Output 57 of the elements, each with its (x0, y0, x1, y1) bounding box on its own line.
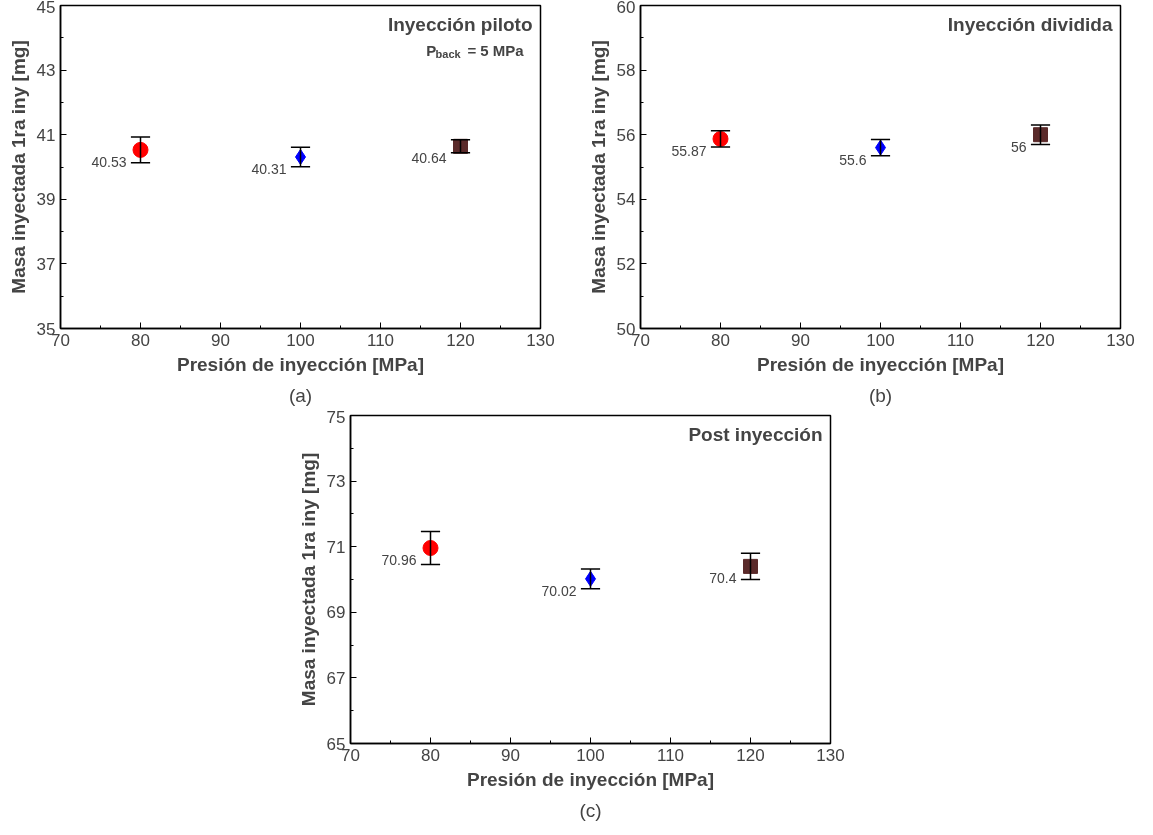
y-axis-title: Masa inyectada 1ra iny [mg] (587, 40, 609, 294)
x-tick-label: 90 (791, 330, 810, 350)
y-tick-label: 60 (616, 0, 636, 17)
y-tick-label: 56 (616, 125, 636, 145)
point (743, 558, 758, 574)
x-tick-label: 130 (1106, 330, 1135, 350)
y-tick-label: 54 (616, 190, 636, 210)
x-tick-label: 100 (866, 330, 895, 350)
text: (a) (288, 384, 313, 406)
x-tick-label: 80 (131, 330, 150, 350)
y-tick-label: 75 (326, 407, 346, 427)
x-tick-label: 100 (576, 745, 605, 765)
x-axis-title: Presión de inyección [MPa] (466, 768, 715, 790)
data-label: 40.53 (91, 153, 127, 170)
annotation: Post inyección (688, 423, 823, 445)
data-label: 70.02 (541, 582, 577, 599)
x-tick-label: 80 (711, 330, 730, 350)
y-tick-label: 67 (326, 668, 346, 688)
point (132, 141, 149, 158)
x-axis-title: Presión de inyección [MPa] (176, 353, 425, 375)
y-tick-label: 58 (616, 61, 636, 81)
x-tick-label: 120 (736, 745, 765, 765)
y-tick-label: 39 (36, 190, 56, 210)
x-tick-label: 120 (1026, 330, 1055, 350)
data-label: 40.31 (251, 160, 287, 177)
y-axis-title: Masa inyectada 1ra iny [mg] (297, 452, 319, 707)
x-axis-title: Presión de inyección [MPa] (756, 353, 1005, 375)
x-tick-label: 110 (656, 745, 685, 765)
text: (b) (868, 384, 893, 406)
y-tick-label: 73 (326, 472, 346, 492)
y-tick-label: 41 (36, 125, 56, 145)
x-tick-label: 130 (816, 745, 845, 765)
data-label: 55.87 (671, 142, 707, 159)
data-label: 55.6 (839, 151, 867, 168)
x-tick-label: 130 (526, 330, 555, 350)
text: (c) (579, 799, 602, 821)
data-label: 56 (1010, 138, 1027, 155)
x-tick-label: 90 (211, 330, 230, 350)
data-label: 40.64 (411, 150, 447, 167)
annotation: Inyección piloto (387, 13, 533, 35)
y-tick-label: 71 (326, 537, 346, 557)
annotation: Inyección dividida (947, 13, 1113, 35)
y-tick-label: 43 (36, 61, 56, 81)
y-tick-label: 45 (36, 0, 56, 17)
y-axis-title: Masa inyectada 1ra iny [mg] (7, 40, 29, 294)
x-tick-label: 110 (366, 330, 395, 350)
x-tick-label: 80 (421, 745, 440, 765)
data-label: 70.4 (709, 570, 737, 587)
y-tick-label: 37 (36, 254, 56, 274)
x-tick-label: 120 (446, 330, 475, 350)
point (422, 540, 439, 556)
y-tick-label: 69 (326, 603, 346, 623)
x-tick-label: 110 (946, 330, 975, 350)
data-label: 70.96 (381, 552, 417, 569)
x-tick-label: 100 (286, 330, 315, 350)
y-tick-label: 52 (616, 254, 636, 274)
x-tick-label: 90 (501, 745, 520, 765)
